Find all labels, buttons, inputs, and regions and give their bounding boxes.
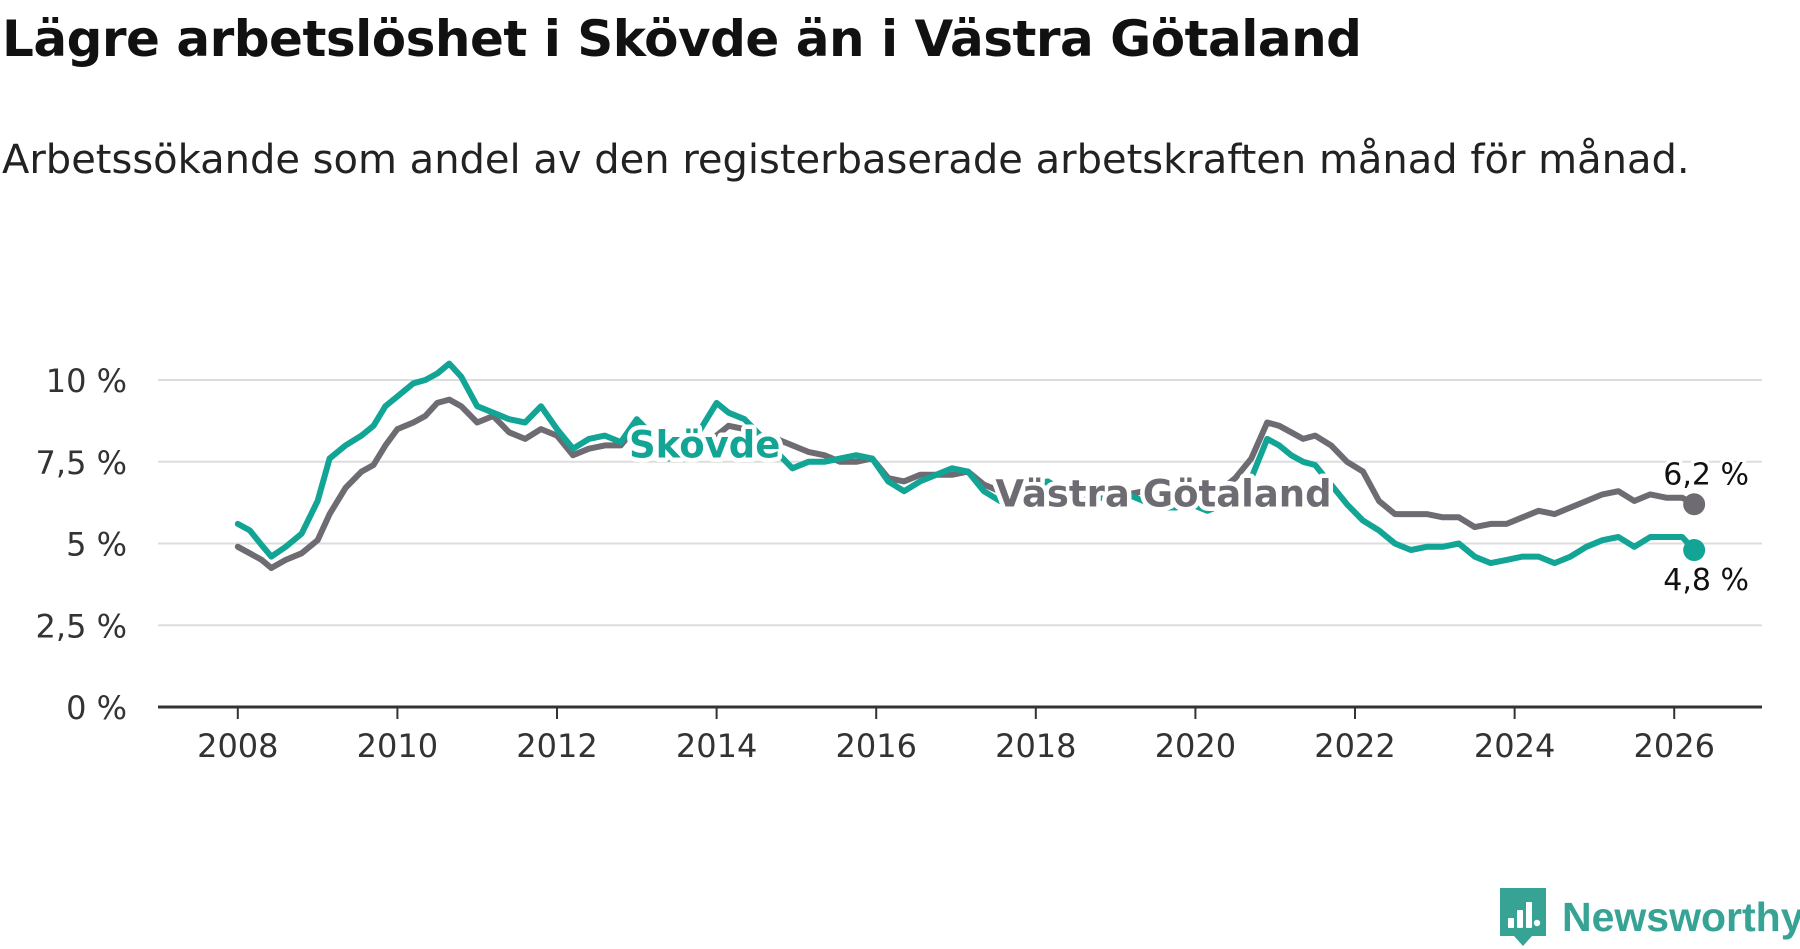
series-name-label-vastra-gotaland: Västra Götaland [995,472,1331,515]
x-tick-label: 2010 [357,727,438,765]
page-subtitle: Arbetssökande som andel av den registerb… [2,137,1690,183]
series-labels: Västra Götaland 6,2 % Skövde 4,8 % [624,419,1752,602]
x-tick-label: 2020 [1155,727,1236,765]
x-tick-label: 2016 [835,727,916,765]
x-tick-label: 2018 [995,727,1076,765]
y-tick-label: 2,5 % [36,607,127,645]
y-tick-label: 7,5 % [36,444,127,482]
series-end-dot [1683,539,1706,562]
page-title: Lägre arbetslöshet i Skövde än i Västra … [2,10,1362,68]
series-end-dot [1683,493,1706,516]
series-name-label-skovde: Skövde [629,423,780,466]
x-tick-label: 2022 [1314,727,1395,765]
brand-logo: Newsworthy [1498,885,1800,949]
series-lines [234,360,1706,571]
grid-lines [158,379,1762,627]
x-tick-label: 2024 [1474,727,1555,765]
y-tick-label: 0 % [66,689,127,727]
y-tick-label: 5 % [66,526,127,564]
x-axis: 2008 2010 2012 2014 2016 2018 2020 2022 2024 2026 [158,705,1762,765]
newsworthy-logo-icon [1500,888,1546,946]
y-tick-label: 10 % [46,362,127,400]
series-end-label-skovde: 4,8 % [1663,563,1749,598]
series-end-label-vastra-gotaland: 6,2 % [1663,457,1749,492]
series-line-skovde [234,360,1698,567]
series-line-vastra-gotaland [234,396,1698,571]
x-tick-label: 2014 [676,727,757,765]
x-tick-label: 2026 [1634,727,1715,765]
x-tick-label: 2012 [516,727,597,765]
y-axis-ticks: 0 % 2,5 % 5 % 7,5 % 10 % [36,362,127,727]
brand-name: Newsworthy [1562,893,1800,940]
x-tick-label: 2008 [197,727,278,765]
